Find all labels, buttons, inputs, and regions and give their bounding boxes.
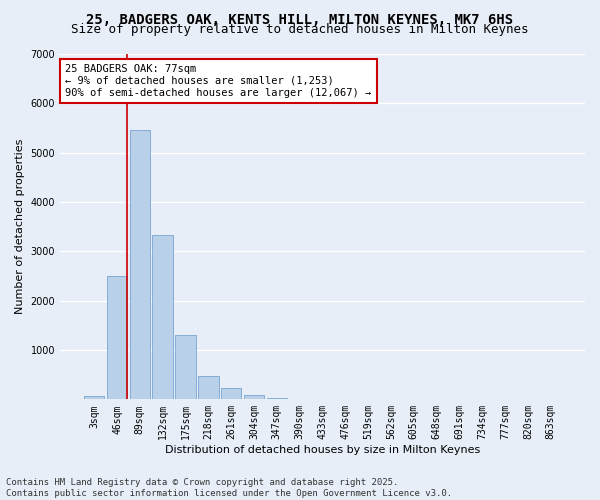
Text: 25 BADGERS OAK: 77sqm
← 9% of detached houses are smaller (1,253)
90% of semi-de: 25 BADGERS OAK: 77sqm ← 9% of detached h… xyxy=(65,64,371,98)
Bar xyxy=(175,335,196,400)
Bar xyxy=(198,376,218,400)
X-axis label: Distribution of detached houses by size in Milton Keynes: Distribution of detached houses by size … xyxy=(165,445,480,455)
Bar xyxy=(244,395,264,400)
Bar xyxy=(266,398,287,400)
Y-axis label: Number of detached properties: Number of detached properties xyxy=(15,139,25,314)
Text: Contains HM Land Registry data © Crown copyright and database right 2025.
Contai: Contains HM Land Registry data © Crown c… xyxy=(6,478,452,498)
Text: Size of property relative to detached houses in Milton Keynes: Size of property relative to detached ho… xyxy=(71,22,529,36)
Bar xyxy=(152,234,173,400)
Bar xyxy=(130,130,150,400)
Bar xyxy=(221,388,241,400)
Text: 25, BADGERS OAK, KENTS HILL, MILTON KEYNES, MK7 6HS: 25, BADGERS OAK, KENTS HILL, MILTON KEYN… xyxy=(86,12,514,26)
Bar xyxy=(84,396,104,400)
Bar xyxy=(107,276,127,400)
